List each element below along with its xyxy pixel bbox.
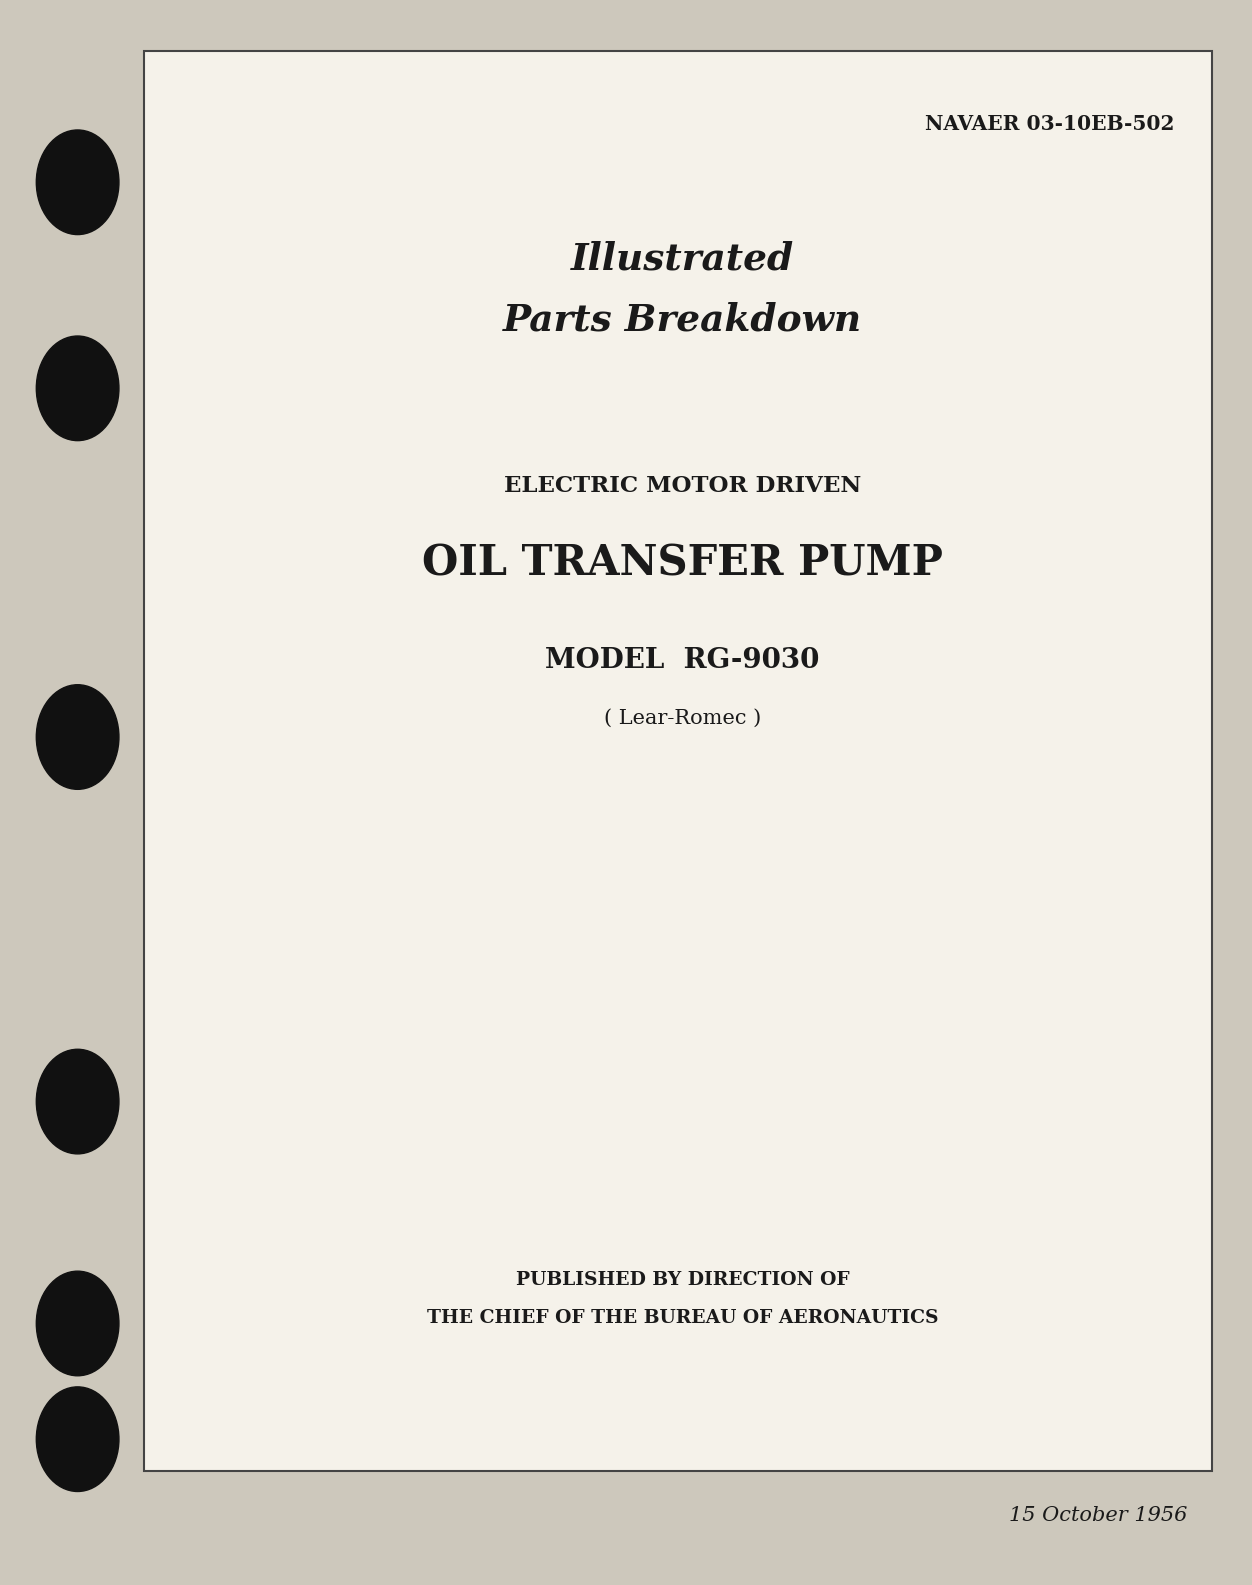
Circle shape xyxy=(36,1049,119,1154)
Circle shape xyxy=(36,130,119,235)
Circle shape xyxy=(36,685,119,789)
Text: ( Lear-Romec ): ( Lear-Romec ) xyxy=(603,708,761,728)
FancyBboxPatch shape xyxy=(144,51,1212,1471)
Text: PUBLISHED BY DIRECTION OF: PUBLISHED BY DIRECTION OF xyxy=(516,1271,849,1289)
Text: MODEL  RG-9030: MODEL RG-9030 xyxy=(545,647,820,674)
Text: Illustrated: Illustrated xyxy=(571,241,794,277)
Circle shape xyxy=(36,1387,119,1491)
Text: OIL TRANSFER PUMP: OIL TRANSFER PUMP xyxy=(422,542,943,583)
Text: 15 October 1956: 15 October 1956 xyxy=(1009,1506,1187,1525)
Text: NAVAER 03-10EB-502: NAVAER 03-10EB-502 xyxy=(925,114,1174,135)
Text: THE CHIEF OF THE BUREAU OF AERONAUTICS: THE CHIEF OF THE BUREAU OF AERONAUTICS xyxy=(427,1309,938,1327)
Text: Parts Breakdown: Parts Breakdown xyxy=(503,301,861,338)
Text: ELECTRIC MOTOR DRIVEN: ELECTRIC MOTOR DRIVEN xyxy=(503,476,861,498)
Circle shape xyxy=(36,336,119,441)
Circle shape xyxy=(36,1271,119,1376)
